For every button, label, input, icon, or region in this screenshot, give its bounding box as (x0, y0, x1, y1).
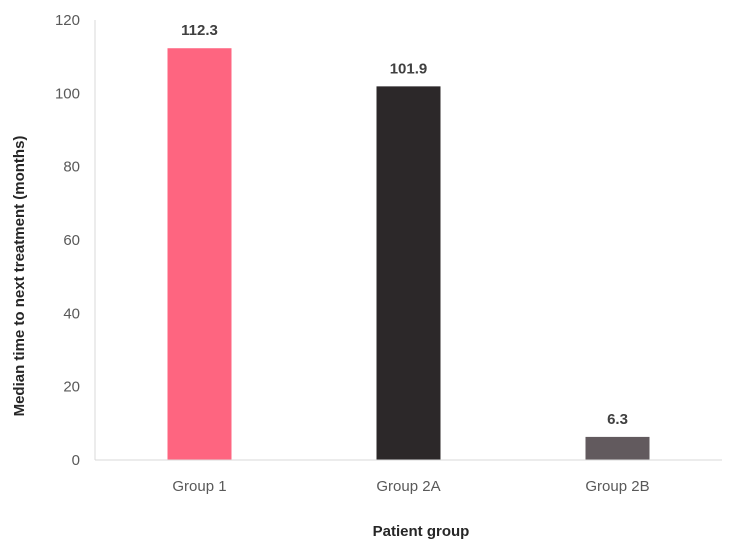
x-tick-label: Group 2B (585, 478, 649, 495)
data-label: 6.3 (607, 411, 628, 428)
data-label: 101.9 (390, 60, 428, 77)
x-tick-label: Group 2A (376, 478, 440, 495)
bar-group-1 (167, 48, 232, 460)
x-tick-label: Group 1 (172, 478, 226, 495)
bar-group-2a (376, 86, 441, 460)
y-tick-label: 80 (63, 159, 80, 176)
y-tick-label: 60 (63, 232, 80, 249)
bars (167, 48, 650, 460)
data-label: 112.3 (181, 22, 218, 39)
data-labels: 112.3 101.9 6.3 (181, 22, 628, 428)
x-axis-title: Patient group (373, 523, 470, 540)
y-axis-title: Median time to next treatment (months) (11, 136, 28, 417)
y-tick-label: 40 (63, 305, 80, 322)
y-tick-label: 0 (72, 452, 80, 469)
y-tick-label: 20 (63, 379, 80, 396)
y-tick-label: 100 (55, 85, 80, 102)
y-axis-ticks: 0 20 40 60 80 100 120 (55, 12, 80, 469)
bar-group-2b (585, 436, 650, 460)
x-axis-ticks: Group 1 Group 2A Group 2B (172, 478, 649, 495)
y-tick-label: 120 (55, 12, 80, 29)
